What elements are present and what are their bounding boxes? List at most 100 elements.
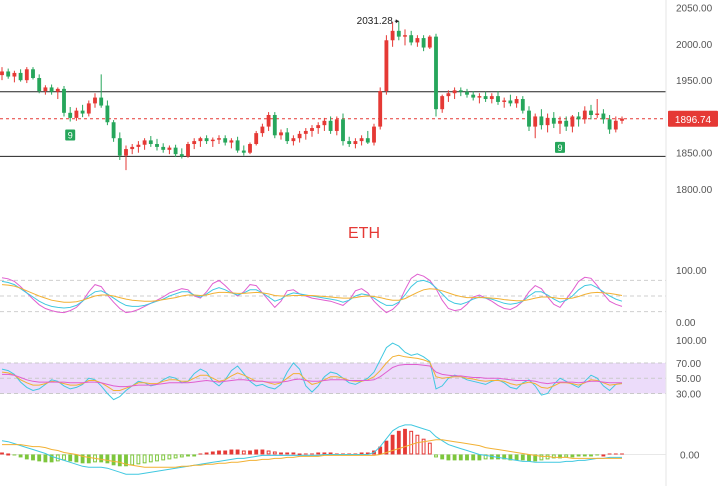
candle-body (613, 120, 618, 130)
candle-body (0, 71, 4, 76)
macd-histogram-bar (502, 454, 507, 460)
macd-histogram-bar (31, 454, 35, 461)
candle-body (551, 117, 556, 124)
candle-body (489, 96, 494, 100)
candle-body (68, 112, 73, 118)
price-tick-label: 1850.00 (676, 149, 713, 160)
osc2-series-line (2, 364, 622, 388)
candle-body (117, 138, 122, 156)
macd-histogram-bar (310, 453, 314, 455)
candle-body (111, 122, 116, 139)
macd-histogram-bar (43, 454, 48, 463)
candle-body (576, 116, 581, 120)
macd-histogram-bar (223, 450, 228, 455)
candle-body (217, 138, 221, 140)
candle-body (186, 144, 190, 157)
candle-body (477, 96, 482, 98)
candle-body (539, 116, 544, 126)
candle-body (31, 69, 35, 78)
macd-histogram-bar (18, 454, 23, 458)
macd-histogram-bar (285, 452, 290, 455)
candle-body (49, 87, 54, 92)
macd-histogram-bar (409, 430, 414, 455)
candle-body (12, 72, 17, 77)
candle-body (297, 133, 302, 139)
macd-histogram-bar (434, 454, 438, 458)
signal-marker (65, 129, 76, 141)
candle-body (37, 77, 42, 92)
osc2-tick-label: 30.00 (676, 390, 701, 401)
macd-histogram-bar (161, 454, 166, 461)
macd-histogram-bar (279, 452, 283, 455)
price-tick-label: 2000.00 (676, 40, 713, 51)
candle-body (471, 94, 476, 98)
candle-body (514, 99, 519, 104)
candle-body (105, 105, 110, 123)
osc1-tick-label: 100.00 (676, 266, 707, 277)
signal-marker-label: 9 (68, 131, 73, 141)
candle-body (179, 154, 184, 157)
macd-histogram-bar (130, 454, 135, 466)
macd-histogram-bar (353, 453, 358, 455)
macd-histogram-bar (111, 454, 116, 466)
macd-histogram-bar (489, 454, 494, 460)
macd-histogram-bar (452, 454, 457, 461)
signal-marker (555, 141, 565, 153)
candle-body (18, 72, 23, 81)
macd-histogram-bar (186, 454, 190, 457)
candle-body (223, 138, 228, 143)
macd-histogram-bar (396, 430, 401, 455)
candle-body (427, 36, 432, 48)
macd-histogram-bar (558, 454, 562, 459)
macd-histogram-bar (421, 438, 426, 455)
candle-body (452, 90, 457, 94)
macd-histogram-bar (80, 454, 85, 464)
candle-body (483, 96, 488, 100)
candle-body (607, 119, 612, 130)
candle-body (458, 90, 463, 92)
macd-histogram-bar (260, 449, 265, 455)
candle-body (396, 30, 401, 37)
candle-body (136, 144, 141, 147)
candle-body (322, 120, 327, 126)
macd-histogram-bar (359, 452, 364, 455)
candle-body (502, 100, 507, 102)
candle-body (93, 97, 97, 104)
candle-body (148, 140, 153, 145)
macd-histogram-bar (527, 454, 531, 462)
macd-histogram-bar (551, 454, 556, 459)
candle-body (496, 96, 500, 102)
macd-histogram-bar (520, 454, 525, 461)
candle-body (310, 128, 314, 131)
macd-histogram-bar (539, 454, 544, 461)
macd-histogram-bar (347, 453, 352, 455)
candle-body (595, 113, 600, 115)
macd-histogram-bar (198, 453, 203, 455)
candle-body (74, 110, 79, 118)
candle-body (545, 117, 550, 126)
candle-body (341, 119, 345, 142)
current-price-tag (668, 110, 718, 127)
candle-body (142, 140, 147, 145)
macd-histogram-bar (477, 454, 482, 461)
macd-histogram-bar (235, 449, 240, 455)
macd-histogram-bar (576, 454, 581, 457)
macd-series-line (1, 424, 622, 475)
candle-body (55, 88, 60, 92)
macd-histogram-bar (415, 434, 420, 455)
macd-histogram-bar (384, 440, 389, 455)
macd-histogram-bar (6, 453, 11, 456)
candle-body (130, 146, 135, 150)
macd-histogram-bar (86, 454, 91, 464)
candle-body (434, 36, 438, 110)
osc2-tick-label: 50.00 (676, 374, 701, 385)
candle-body (570, 116, 575, 127)
candle-body (415, 38, 420, 43)
candle-body (99, 97, 104, 106)
macd-histogram-bar (297, 453, 302, 456)
osc2-series-line (1, 354, 623, 391)
candle-body (260, 126, 265, 134)
